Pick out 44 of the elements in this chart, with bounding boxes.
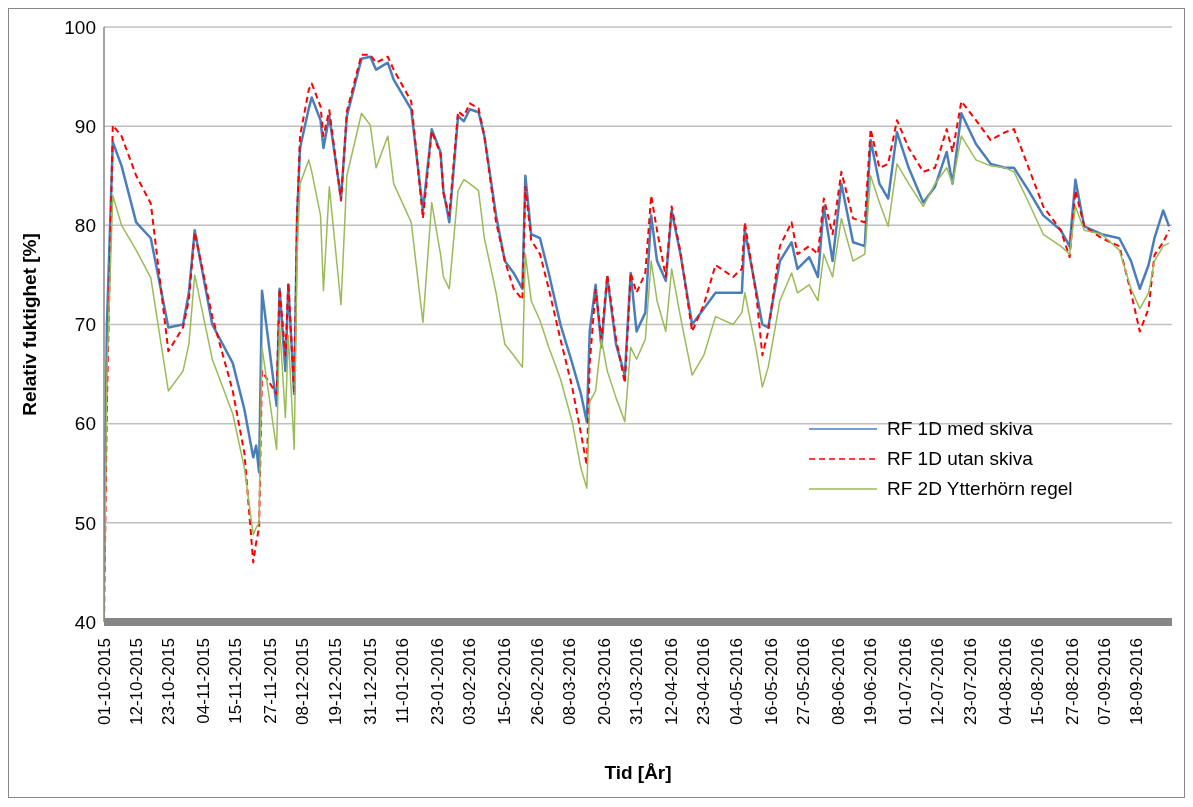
x-tick-label: 04-08-2016 <box>995 638 1015 725</box>
x-tick-label: 03-02-2016 <box>460 638 480 725</box>
x-tick-label: 04-11-2015 <box>193 638 213 724</box>
y-tick-label: 70 <box>74 314 96 336</box>
x-tick-label: 01-10-2015 <box>94 638 114 725</box>
x-tick-label: 08-03-2016 <box>559 638 579 725</box>
x-tick-label: 19-06-2016 <box>861 638 881 725</box>
y-tick-label: 80 <box>74 215 96 237</box>
x-tick-label: 23-10-2015 <box>158 638 178 725</box>
y-tick-label: 100 <box>64 16 96 38</box>
legend-label: RF 2D Ytterhörn regel <box>887 477 1073 501</box>
x-axis-title: Tid [År] <box>604 762 672 783</box>
x-tick-label: 19-12-2015 <box>325 638 345 725</box>
legend-label: RF 1D utan skiva <box>887 447 1033 471</box>
x-tick-label: 31-12-2015 <box>360 638 380 725</box>
y-tick-label: 60 <box>74 413 96 435</box>
x-tick-label: 26-02-2016 <box>527 638 547 725</box>
x-tick-label: 01-07-2016 <box>896 638 916 725</box>
x-tick-label: 07-09-2016 <box>1095 638 1115 725</box>
x-tick-label: 20-03-2016 <box>594 638 614 725</box>
x-tick-label: 12-07-2016 <box>928 638 948 725</box>
x-tick-label: 31-03-2016 <box>627 638 647 725</box>
x-tick-label: 27-11-2015 <box>261 638 281 724</box>
x-tick-label: 16-05-2016 <box>761 638 781 725</box>
x-tick-label: 15-08-2016 <box>1027 638 1047 725</box>
x-tick-label: 18-09-2016 <box>1127 638 1147 725</box>
x-tick-label: 11-01-2016 <box>392 638 412 724</box>
legend-label: RF 1D med skiva <box>887 417 1033 441</box>
x-tick-label: 23-01-2016 <box>428 638 448 725</box>
x-tick-label: 08-12-2015 <box>293 638 313 725</box>
x-tick-label: 15-02-2016 <box>495 638 515 725</box>
y-tick-label: 90 <box>74 115 96 137</box>
x-tick-label: 27-08-2016 <box>1063 638 1083 725</box>
x-tick-label: 27-05-2016 <box>793 638 813 725</box>
x-tick-label: 12-04-2016 <box>662 638 682 725</box>
y-axis-title: Relativ fuktighet [%] <box>18 233 40 416</box>
x-tick-label: 23-04-2016 <box>694 638 714 725</box>
x-tick-label: 12-10-2015 <box>126 638 146 725</box>
x-tick-label: 23-07-2016 <box>960 638 980 725</box>
y-tick-label: 40 <box>74 611 96 633</box>
x-tick-label: 04-05-2016 <box>726 638 746 725</box>
x-tick-label: 08-06-2016 <box>828 638 848 725</box>
y-tick-label: 50 <box>74 512 96 534</box>
x-tick-label: 15-11-2015 <box>226 638 246 724</box>
